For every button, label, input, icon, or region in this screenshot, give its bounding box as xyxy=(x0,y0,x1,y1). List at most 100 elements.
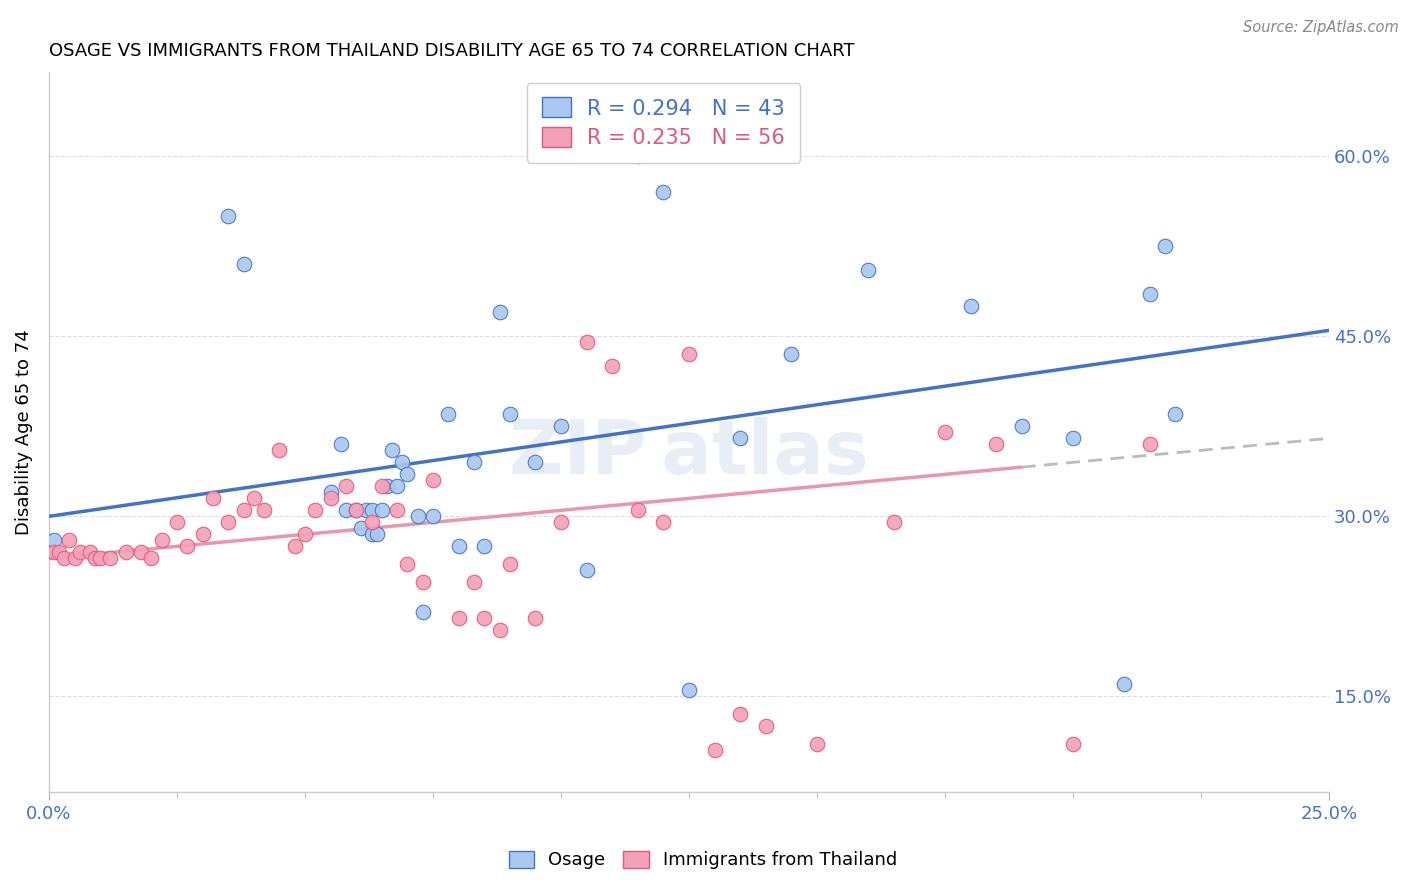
Point xyxy=(463,575,485,590)
Point xyxy=(575,335,598,350)
Point xyxy=(242,491,264,506)
Legend: Osage, Immigrants from Thailand: Osage, Immigrants from Thailand xyxy=(499,842,907,879)
Point xyxy=(422,474,444,488)
Point xyxy=(499,558,522,572)
Text: OSAGE VS IMMIGRANTS FROM THAILAND DISABILITY AGE 65 TO 74 CORRELATION CHART: OSAGE VS IMMIGRANTS FROM THAILAND DISABI… xyxy=(49,42,855,60)
Point xyxy=(129,545,152,559)
Point xyxy=(1154,239,1177,253)
Point xyxy=(412,575,434,590)
Point xyxy=(437,408,460,422)
Point xyxy=(176,539,198,553)
Point xyxy=(253,503,276,517)
Point xyxy=(150,533,173,548)
Point xyxy=(550,419,572,434)
Point xyxy=(53,551,76,566)
Point xyxy=(703,743,725,757)
Point xyxy=(463,455,485,469)
Point xyxy=(447,611,470,625)
Point xyxy=(381,443,404,458)
Point xyxy=(959,299,981,313)
Point xyxy=(371,479,394,493)
Point xyxy=(84,551,107,566)
Point xyxy=(48,545,70,559)
Point xyxy=(391,455,413,469)
Point xyxy=(1139,287,1161,301)
Point xyxy=(1062,737,1084,751)
Point xyxy=(385,479,408,493)
Point xyxy=(1114,677,1136,691)
Point xyxy=(304,503,326,517)
Point xyxy=(550,516,572,530)
Point xyxy=(100,551,122,566)
Point xyxy=(499,408,522,422)
Point xyxy=(1139,437,1161,451)
Point xyxy=(396,558,419,572)
Point xyxy=(166,516,188,530)
Point xyxy=(232,503,254,517)
Point xyxy=(350,521,373,535)
Point xyxy=(191,527,214,541)
Point xyxy=(114,545,136,559)
Point xyxy=(728,707,751,722)
Point xyxy=(360,503,382,517)
Point xyxy=(412,605,434,619)
Point xyxy=(422,509,444,524)
Point xyxy=(488,624,510,638)
Point xyxy=(986,437,1008,451)
Point xyxy=(360,527,382,541)
Point xyxy=(329,437,352,451)
Point xyxy=(360,516,382,530)
Point xyxy=(269,443,291,458)
Point xyxy=(79,545,101,559)
Point xyxy=(58,533,80,548)
Point xyxy=(42,533,65,548)
Point xyxy=(627,503,650,517)
Point xyxy=(396,467,419,482)
Point xyxy=(447,539,470,553)
Legend: R = 0.294   N = 43, R = 0.235   N = 56: R = 0.294 N = 43, R = 0.235 N = 56 xyxy=(527,83,800,162)
Point xyxy=(806,737,828,751)
Point xyxy=(934,425,956,440)
Point xyxy=(141,551,163,566)
Point xyxy=(856,263,879,277)
Point xyxy=(678,347,700,361)
Point xyxy=(652,186,675,200)
Point xyxy=(728,431,751,445)
Point xyxy=(201,491,224,506)
Point xyxy=(575,563,598,577)
Point xyxy=(217,516,239,530)
Point xyxy=(356,503,378,517)
Point xyxy=(319,491,342,506)
Point xyxy=(755,719,778,733)
Point xyxy=(319,485,342,500)
Point xyxy=(1062,431,1084,445)
Point xyxy=(678,683,700,698)
Point xyxy=(344,503,367,517)
Point xyxy=(883,516,905,530)
Point xyxy=(385,503,408,517)
Point xyxy=(69,545,91,559)
Text: ZIP atlas: ZIP atlas xyxy=(509,417,869,491)
Point xyxy=(375,479,398,493)
Point xyxy=(344,503,367,517)
Point xyxy=(89,551,111,566)
Point xyxy=(472,611,495,625)
Point xyxy=(371,503,394,517)
Point xyxy=(600,359,623,374)
Point xyxy=(335,479,357,493)
Point xyxy=(366,527,388,541)
Y-axis label: Disability Age 65 to 74: Disability Age 65 to 74 xyxy=(15,329,32,535)
Point xyxy=(63,551,86,566)
Point xyxy=(335,503,357,517)
Point xyxy=(406,509,429,524)
Text: Source: ZipAtlas.com: Source: ZipAtlas.com xyxy=(1243,20,1399,35)
Point xyxy=(524,611,547,625)
Point xyxy=(217,210,239,224)
Point xyxy=(780,347,803,361)
Point xyxy=(472,539,495,553)
Point xyxy=(294,527,316,541)
Point xyxy=(232,257,254,271)
Point xyxy=(524,455,547,469)
Point xyxy=(1011,419,1033,434)
Point xyxy=(42,545,65,559)
